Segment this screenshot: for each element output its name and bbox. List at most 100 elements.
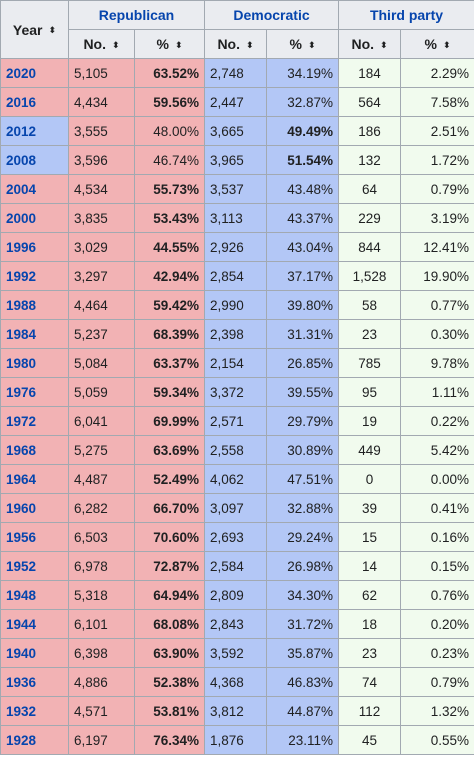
third-votes-cell: 58 [338, 290, 402, 320]
rep-pct-cell: 59.34% [134, 377, 205, 407]
sort-icon[interactable]: ⬍ [307, 39, 316, 50]
year-link[interactable]: 1964 [6, 471, 37, 487]
sort-icon[interactable]: ⬍ [380, 39, 388, 50]
year-link[interactable]: 1940 [6, 645, 37, 661]
third-pct-cell: 0.30% [400, 319, 474, 349]
third-votes-cell: 1,528 [338, 261, 402, 291]
rep-pct-cell: 48.00% [134, 116, 205, 146]
year-link[interactable]: 1968 [6, 442, 37, 458]
democratic-header-label: Democratic [233, 7, 310, 23]
year-link[interactable]: 2000 [6, 210, 37, 226]
third-pct-cell: 0.16% [400, 522, 474, 552]
rep-votes-cell: 4,886 [68, 667, 135, 697]
year-link[interactable]: 1952 [6, 558, 37, 574]
year-link[interactable]: 2008 [6, 152, 37, 168]
sort-icon[interactable]: ⬍ [174, 39, 183, 50]
rep-votes-cell: 6,503 [68, 522, 135, 552]
year-link[interactable]: 1996 [6, 239, 37, 255]
third-pct-cell: 9.78% [400, 348, 474, 378]
rep-pct-cell: 53.81% [134, 696, 205, 726]
dem-no-header[interactable]: No. ⬍ [204, 29, 267, 59]
year-cell: 1956 [0, 522, 69, 552]
year-link[interactable]: 1972 [6, 413, 37, 429]
dem-pct-label: % [289, 36, 302, 52]
dem-votes-cell: 2,571 [204, 406, 267, 436]
year-cell: 2000 [0, 203, 69, 233]
year-cell: 2004 [0, 174, 69, 204]
year-link[interactable]: 2012 [6, 123, 37, 139]
sort-icon[interactable]: ⬍ [48, 25, 57, 36]
year-link[interactable]: 1980 [6, 355, 37, 371]
republican-header[interactable]: Republican [68, 0, 205, 30]
year-cell: 2020 [0, 58, 69, 88]
third-votes-cell: 186 [338, 116, 402, 146]
third-pct-cell: 0.79% [400, 667, 474, 697]
year-link[interactable]: 2016 [6, 94, 37, 110]
rep-votes-cell: 5,105 [68, 58, 135, 88]
third-pct-cell: 1.72% [400, 145, 474, 175]
dem-votes-cell: 3,965 [204, 145, 267, 175]
third-party-header[interactable]: Third party [338, 0, 474, 30]
dem-votes-cell: 3,097 [204, 493, 267, 523]
rep-votes-cell: 3,297 [68, 261, 135, 291]
year-link[interactable]: 1984 [6, 326, 37, 342]
table-body: 2020 5,105 63.52% 2,748 34.19% 184 2.29% 2016 4,… [0, 58, 474, 755]
year-link[interactable]: 1960 [6, 500, 37, 516]
rep-votes-cell: 6,398 [68, 638, 135, 668]
year-cell: 1968 [0, 435, 69, 465]
year-cell: 1980 [0, 348, 69, 378]
table-row: 2016 4,434 59.56% 2,447 32.87% 564 7.58% [0, 87, 474, 117]
year-link[interactable]: 1944 [6, 616, 37, 632]
dem-votes-cell: 2,926 [204, 232, 267, 262]
year-link[interactable]: 1936 [6, 674, 37, 690]
third-pct-cell: 0.15% [400, 551, 474, 581]
year-cell: 1960 [0, 493, 69, 523]
year-link[interactable]: 1988 [6, 297, 37, 313]
rep-pct-cell: 63.69% [134, 435, 205, 465]
rep-pct-header[interactable]: % ⬍ [134, 29, 205, 59]
sort-icon[interactable]: ⬍ [442, 39, 451, 50]
dem-pct-cell: 26.85% [265, 348, 340, 378]
year-link[interactable]: 1992 [6, 268, 37, 284]
dem-pct-cell: 51.54% [265, 145, 340, 175]
dem-pct-header[interactable]: % ⬍ [265, 29, 340, 59]
dem-pct-cell: 34.19% [265, 58, 340, 88]
third-votes-cell: 23 [338, 638, 402, 668]
table-row: 2000 3,835 53.43% 3,113 43.37% 229 3.19% [0, 203, 474, 233]
sort-icon[interactable]: ⬍ [112, 39, 120, 50]
rep-no-header[interactable]: No. ⬍ [68, 29, 135, 59]
year-link[interactable]: 1948 [6, 587, 37, 603]
year-cell: 1932 [0, 696, 69, 726]
dem-votes-cell: 2,584 [204, 551, 267, 581]
rep-pct-cell: 53.43% [134, 203, 205, 233]
third-votes-cell: 184 [338, 58, 402, 88]
year-link[interactable]: 1976 [6, 384, 37, 400]
democratic-header[interactable]: Democratic [203, 0, 340, 30]
table-row: 1932 4,571 53.81% 3,812 44.87% 112 1.32% [0, 696, 474, 726]
year-cell: 1948 [0, 580, 69, 610]
rep-votes-cell: 4,434 [68, 87, 135, 117]
sort-icon[interactable]: ⬍ [246, 39, 254, 50]
year-cell: 1964 [0, 464, 69, 494]
year-link[interactable]: 1932 [6, 703, 37, 719]
third-votes-cell: 23 [338, 319, 402, 349]
table-row: 1980 5,084 63.37% 2,154 26.85% 785 9.78% [0, 348, 474, 378]
year-cell: 1976 [0, 377, 69, 407]
third-votes-cell: 45 [338, 725, 402, 755]
third-pct-cell: 2.51% [400, 116, 474, 146]
year-header[interactable]: Year ⬍ [0, 0, 69, 59]
dem-votes-cell: 3,592 [204, 638, 267, 668]
dem-pct-cell: 37.17% [265, 261, 340, 291]
third-pct-header[interactable]: % ⬍ [400, 29, 474, 59]
year-link[interactable]: 2020 [6, 65, 37, 81]
rep-pct-cell: 42.94% [134, 261, 205, 291]
year-link[interactable]: 2004 [6, 181, 37, 197]
third-no-label: No. [351, 36, 375, 52]
third-votes-cell: 785 [338, 348, 402, 378]
year-link[interactable]: 1928 [6, 732, 37, 748]
rep-pct-label: % [156, 36, 169, 52]
dem-pct-cell: 31.31% [265, 319, 340, 349]
third-no-header[interactable]: No. ⬍ [338, 29, 402, 59]
year-link[interactable]: 1956 [6, 529, 37, 545]
rep-pct-cell: 59.42% [134, 290, 205, 320]
